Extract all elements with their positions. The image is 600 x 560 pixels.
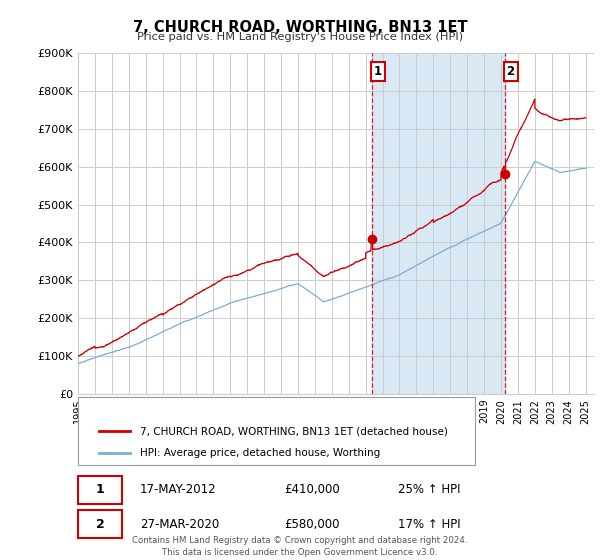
- Text: £410,000: £410,000: [284, 483, 340, 497]
- Text: Price paid vs. HM Land Registry's House Price Index (HPI): Price paid vs. HM Land Registry's House …: [137, 32, 463, 42]
- FancyBboxPatch shape: [78, 476, 122, 504]
- Text: 27-MAR-2020: 27-MAR-2020: [140, 517, 219, 530]
- FancyBboxPatch shape: [78, 397, 475, 465]
- Text: 2: 2: [506, 64, 515, 77]
- Text: 17% ↑ HPI: 17% ↑ HPI: [398, 517, 461, 530]
- Text: 17-MAY-2012: 17-MAY-2012: [140, 483, 217, 497]
- Text: Contains HM Land Registry data © Crown copyright and database right 2024.
This d: Contains HM Land Registry data © Crown c…: [132, 536, 468, 557]
- FancyBboxPatch shape: [78, 510, 122, 538]
- Text: 7, CHURCH ROAD, WORTHING, BN13 1ET: 7, CHURCH ROAD, WORTHING, BN13 1ET: [133, 20, 467, 35]
- Text: 1: 1: [374, 64, 382, 77]
- Text: 7, CHURCH ROAD, WORTHING, BN13 1ET (detached house): 7, CHURCH ROAD, WORTHING, BN13 1ET (deta…: [140, 426, 448, 436]
- Bar: [372, 53, 505, 394]
- Text: 25% ↑ HPI: 25% ↑ HPI: [398, 483, 460, 497]
- Text: 2: 2: [96, 517, 104, 530]
- Text: HPI: Average price, detached house, Worthing: HPI: Average price, detached house, Wort…: [140, 448, 380, 458]
- Text: £580,000: £580,000: [284, 517, 340, 530]
- Text: 1: 1: [96, 483, 104, 497]
